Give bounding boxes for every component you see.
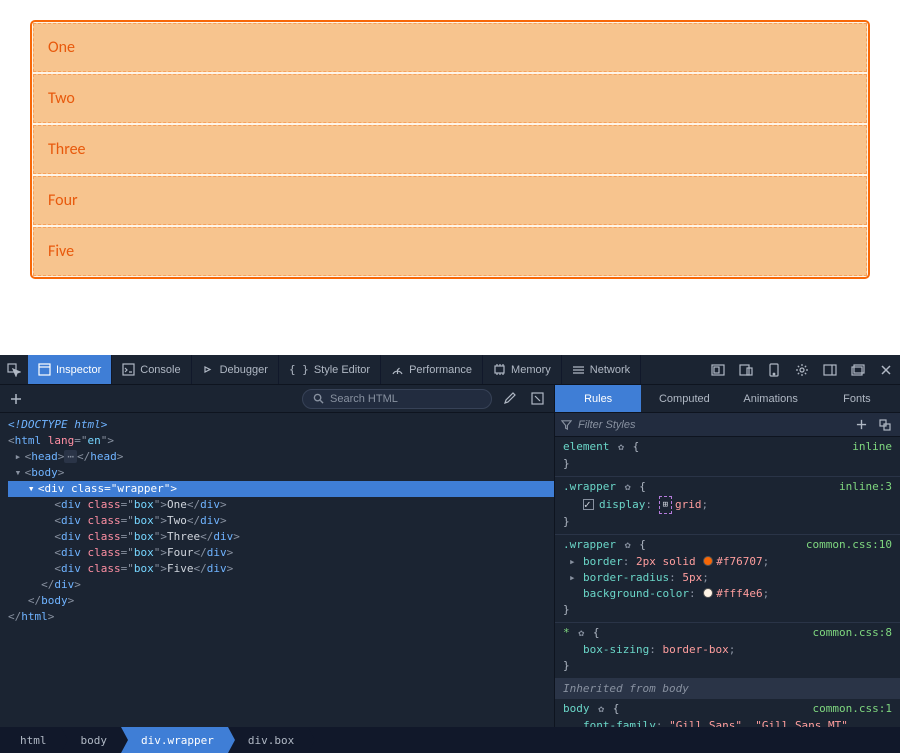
responsive-design-icon[interactable]	[732, 355, 760, 385]
iframe-picker-icon[interactable]	[704, 355, 732, 385]
markup-toolbar: Search HTML	[0, 385, 554, 413]
dock-side-icon[interactable]	[816, 355, 844, 385]
devtools-toolbar-right	[704, 355, 900, 384]
dom-tree-line[interactable]: <div class="wrapper">	[8, 481, 554, 497]
grid-box: Two	[33, 74, 867, 123]
devtools-tab-inspector[interactable]: Inspector	[28, 355, 112, 384]
rules-tab-animations[interactable]: Animations	[728, 385, 814, 412]
css-rule[interactable]: .wrapper ✿ {common.css:10▸border: 2px so…	[555, 535, 900, 623]
rules-list: element ✿ {inline}.wrapper ✿ {inline:3di…	[555, 437, 900, 727]
dom-tree-line[interactable]: <body>	[8, 465, 554, 481]
edit-html-icon[interactable]	[498, 389, 520, 409]
breadcrumb-item[interactable]: body	[61, 727, 122, 753]
devtools-tab-style-editor[interactable]: { }Style Editor	[279, 355, 381, 384]
device-icon[interactable]	[760, 355, 788, 385]
dom-tree[interactable]: <!DOCTYPE html><html lang="en"> <head>⋯<…	[0, 413, 554, 727]
rules-tab-computed[interactable]: Computed	[641, 385, 727, 412]
grid-box: Four	[33, 176, 867, 225]
search-html-input[interactable]: Search HTML	[302, 389, 492, 409]
breadcrumb-item[interactable]: div.box	[228, 727, 308, 753]
close-icon[interactable]	[872, 355, 900, 385]
css-rule[interactable]: * ✿ {common.css:8box-sizing: border-box;…	[555, 623, 900, 679]
markup-panel: Search HTML <!DOCTYPE html><html lang="e…	[0, 385, 555, 727]
breadcrumb-item[interactable]: html	[0, 727, 61, 753]
grid-box: Five	[33, 227, 867, 276]
filter-styles-input[interactable]: Filter Styles	[578, 419, 846, 431]
add-node-icon[interactable]	[6, 389, 26, 409]
dom-tree-line[interactable]: <div class="box">Two</div>	[8, 513, 554, 529]
breadcrumb-item[interactable]: div.wrapper	[121, 727, 228, 753]
dom-tree-line[interactable]: <div class="box">Three</div>	[8, 529, 554, 545]
search-placeholder: Search HTML	[330, 393, 398, 405]
grid-box: One	[33, 23, 867, 72]
rules-tab-fonts[interactable]: Fonts	[814, 385, 900, 412]
dom-tree-line[interactable]: <html lang="en">	[8, 433, 554, 449]
devtools-tab-performance[interactable]: Performance	[381, 355, 483, 384]
settings-gear-icon[interactable]	[788, 355, 816, 385]
dom-tree-line[interactable]: </div>	[8, 577, 554, 593]
rules-panel: RulesComputedAnimationsFonts Filter Styl…	[555, 385, 900, 727]
devtools-tab-console[interactable]: Console	[112, 355, 191, 384]
css-rule[interactable]: body ✿ {common.css:1font-family: "Gill S…	[555, 699, 900, 727]
dom-tree-line[interactable]: <head>⋯</head>	[8, 449, 554, 465]
add-rule-icon[interactable]	[852, 416, 870, 434]
rules-tab-rules[interactable]: Rules	[555, 385, 641, 412]
devtools-tab-network[interactable]: Network	[562, 355, 641, 384]
devtools-tab-debugger[interactable]: Debugger	[192, 355, 279, 384]
css-rule[interactable]: .wrapper ✿ {inline:3display: ⊞grid;}	[555, 477, 900, 535]
css-rule[interactable]: element ✿ {inline}	[555, 437, 900, 477]
grid-box: Three	[33, 125, 867, 174]
dock-window-icon[interactable]	[844, 355, 872, 385]
dom-tree-line[interactable]: </body>	[8, 593, 554, 609]
inherited-header: Inherited from body	[555, 679, 900, 699]
grid-wrapper: OneTwoThreeFourFive	[30, 20, 870, 279]
rendered-page: OneTwoThreeFourFive	[0, 0, 900, 299]
dom-tree-line[interactable]: <div class="box">Five</div>	[8, 561, 554, 577]
filter-styles-row: Filter Styles	[555, 413, 900, 437]
dom-tree-line[interactable]: </html>	[8, 609, 554, 625]
devtools-toolbar: InspectorConsoleDebugger{ }Style EditorP…	[0, 355, 900, 385]
devtools-tab-memory[interactable]: Memory	[483, 355, 562, 384]
eyedropper-icon[interactable]	[526, 389, 548, 409]
toggle-pseudo-icon[interactable]	[876, 416, 894, 434]
pick-element-icon[interactable]	[0, 355, 28, 385]
breadcrumb: htmlbodydiv.wrapperdiv.box	[0, 727, 900, 753]
devtools-panel: InspectorConsoleDebugger{ }Style EditorP…	[0, 355, 900, 753]
dom-tree-line[interactable]: <div class="box">One</div>	[8, 497, 554, 513]
rules-panel-tabs: RulesComputedAnimationsFonts	[555, 385, 900, 413]
dom-tree-line[interactable]: <!DOCTYPE html>	[8, 417, 554, 433]
dom-tree-line[interactable]: <div class="box">Four</div>	[8, 545, 554, 561]
filter-icon	[561, 419, 572, 430]
